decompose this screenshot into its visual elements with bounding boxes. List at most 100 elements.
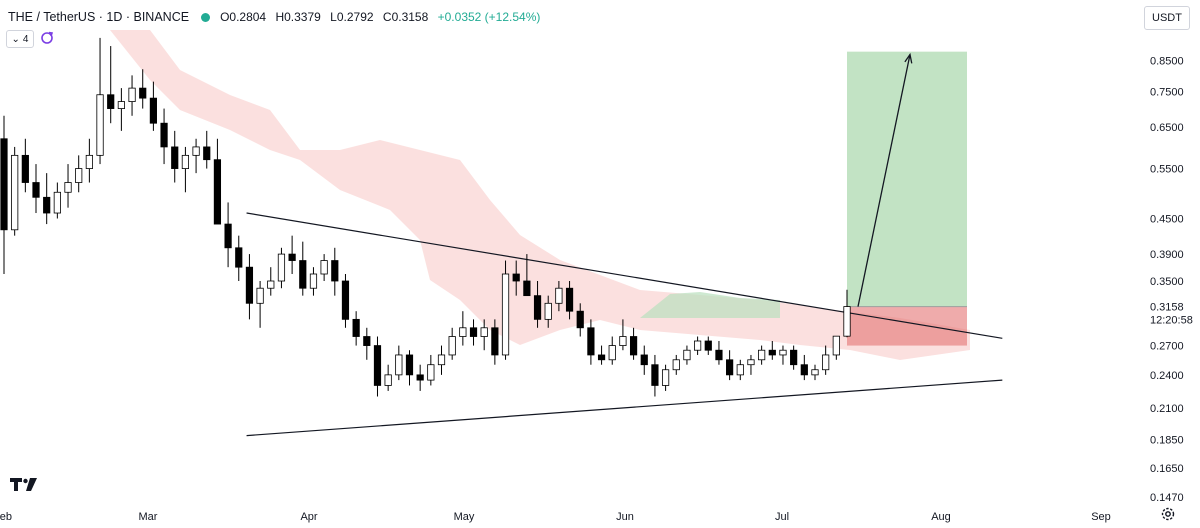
candle xyxy=(53,182,61,219)
candle xyxy=(384,364,392,391)
candle-body xyxy=(288,253,296,261)
candle xyxy=(21,138,29,193)
refresh-icon[interactable] xyxy=(40,31,54,45)
candle-body xyxy=(53,191,61,214)
candle xyxy=(736,359,744,381)
indicators-toggle[interactable]: ⌄ 4 xyxy=(6,30,34,48)
candle xyxy=(533,281,542,328)
candle-body xyxy=(341,280,350,320)
candle-body xyxy=(0,138,8,231)
indicator-count: 4 xyxy=(22,33,29,45)
candle xyxy=(331,247,339,296)
time-tick-label: Jul xyxy=(775,511,789,523)
currency-selector[interactable]: USDT xyxy=(1144,6,1190,30)
price-tick-label: 0.1850 xyxy=(1150,435,1184,447)
candle xyxy=(726,350,734,381)
candle-body xyxy=(469,327,478,337)
price-tick-label: 0.8500 xyxy=(1150,55,1184,67)
candle-body xyxy=(736,364,744,376)
candle-body xyxy=(373,345,382,386)
projection-arrow[interactable] xyxy=(857,52,913,307)
candle-body xyxy=(149,97,157,124)
bar-countdown-label: 12:20:58 xyxy=(1150,315,1193,327)
candle xyxy=(139,69,147,109)
candle-body xyxy=(800,364,808,376)
candle xyxy=(822,345,830,375)
candle xyxy=(373,336,382,397)
candle-body xyxy=(171,146,179,169)
candle-body xyxy=(619,336,627,346)
candle xyxy=(832,335,840,360)
candle-body xyxy=(11,154,19,231)
candle-body xyxy=(437,354,446,366)
candle-body xyxy=(683,349,691,361)
symbol-title[interactable]: THE / TetherUS · 1D · BINANCE xyxy=(8,10,190,24)
candle-body xyxy=(75,168,83,183)
candle-body xyxy=(160,122,168,148)
price-axis[interactable]: 0.8500 0.7500 0.6500 0.5500 0.4500 0.3900 0.35… xyxy=(1140,0,1200,528)
candle xyxy=(160,108,168,165)
price-tick-label: 0.4500 xyxy=(1150,213,1184,225)
candle-body xyxy=(21,154,29,183)
candle-body xyxy=(480,327,488,337)
candle-body xyxy=(822,354,830,371)
candle xyxy=(171,130,179,183)
candle-body xyxy=(192,146,200,156)
candle-body xyxy=(459,327,467,337)
tradingview-logo-icon[interactable] xyxy=(10,476,40,492)
candle-body xyxy=(555,287,563,304)
candle-body xyxy=(448,336,456,356)
candle-body xyxy=(704,340,712,351)
price-axis-bg xyxy=(1140,0,1200,528)
candle xyxy=(277,247,286,289)
candle xyxy=(587,319,595,365)
candle-body xyxy=(758,349,766,361)
candle xyxy=(192,138,200,174)
candle-body xyxy=(384,374,392,386)
candle xyxy=(459,311,467,346)
candle xyxy=(43,173,51,225)
time-tick-label: Apr xyxy=(300,511,317,523)
candle xyxy=(341,274,350,328)
candle-body xyxy=(277,253,286,282)
gear-icon[interactable] xyxy=(1160,506,1176,522)
candle xyxy=(96,37,104,165)
price-tick-label: 0.1470 xyxy=(1150,492,1184,504)
candle xyxy=(768,341,776,360)
price-tick-label: 0.3500 xyxy=(1150,276,1184,288)
candle xyxy=(416,364,424,391)
candle-body xyxy=(512,273,520,282)
candle-body xyxy=(85,154,93,169)
price-tick-label: 0.1650 xyxy=(1150,463,1184,475)
candle xyxy=(779,345,787,365)
candle xyxy=(85,138,93,183)
candle-body xyxy=(640,354,648,366)
time-tick-label: May xyxy=(454,511,475,523)
candle-body xyxy=(715,349,723,361)
candle-body xyxy=(64,182,72,193)
price-tick-label: 0.7500 xyxy=(1150,86,1184,98)
candle xyxy=(11,146,19,236)
candle-body xyxy=(267,280,275,289)
candle xyxy=(555,281,563,312)
long-position-tool[interactable] xyxy=(847,51,967,346)
candle xyxy=(800,354,808,381)
price-tick-label: 0.2700 xyxy=(1150,341,1184,353)
candle-body xyxy=(629,336,638,356)
triangle-trendlines[interactable] xyxy=(246,212,1003,437)
candle xyxy=(299,241,307,296)
symbol-legend: THE / TetherUS · 1D · BINANCE O0.2804 H0… xyxy=(8,8,546,26)
candle-body xyxy=(245,266,254,304)
candle-body xyxy=(395,354,403,376)
candle-body xyxy=(256,287,264,304)
candle xyxy=(256,281,264,328)
candle-body xyxy=(672,359,680,371)
candle-body xyxy=(405,354,414,376)
candle-body xyxy=(694,340,702,351)
open-value: O0.2804 xyxy=(220,10,267,24)
time-axis[interactable]: Feb Mar Apr May Jun Jul Aug Sep xyxy=(0,511,1111,523)
time-tick-label: Jun xyxy=(616,511,634,523)
candle-body xyxy=(139,87,147,99)
time-tick-label: Aug xyxy=(931,511,951,523)
